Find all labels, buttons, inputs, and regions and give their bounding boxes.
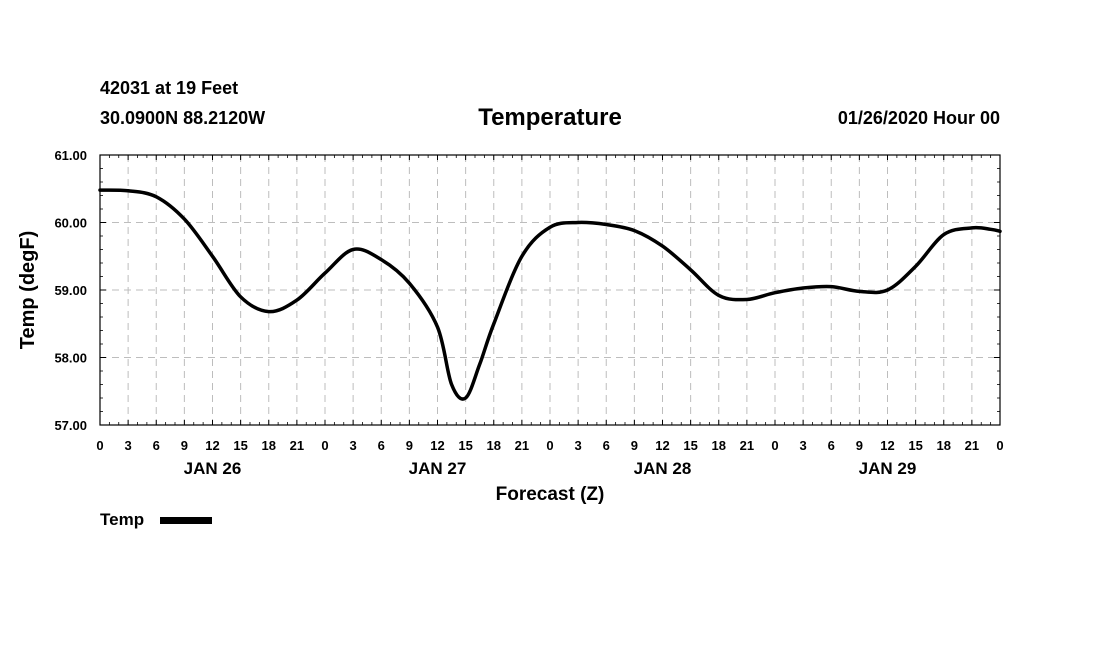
y-tick-label: 59.00 — [54, 283, 87, 298]
x-tick-label: 18 — [262, 438, 276, 453]
x-tick-label: 3 — [800, 438, 807, 453]
x-tick-label: 21 — [515, 438, 529, 453]
date-label: JAN 27 — [409, 459, 467, 478]
legend-label: Temp — [100, 510, 144, 529]
x-tick-label: 15 — [683, 438, 697, 453]
date-label: JAN 29 — [859, 459, 917, 478]
x-tick-label: 12 — [655, 438, 669, 453]
x-tick-label: 6 — [378, 438, 385, 453]
x-tick-label: 15 — [908, 438, 922, 453]
x-tick-label: 3 — [350, 438, 357, 453]
station-label: 42031 at 19 Feet — [100, 78, 238, 98]
x-tick-label: 18 — [487, 438, 501, 453]
y-tick-label: 58.00 — [54, 351, 87, 366]
location-label: 30.0900N 88.2120W — [100, 108, 265, 128]
x-tick-label: 9 — [856, 438, 863, 453]
chart-title: Temperature — [478, 104, 622, 131]
temp-series-line — [98, 188, 1002, 401]
y-tick-label: 60.00 — [54, 216, 87, 231]
x-tick-label: 0 — [546, 438, 553, 453]
x-tick-label: 18 — [937, 438, 951, 453]
x-tick-label: 6 — [153, 438, 160, 453]
x-tick-label: 9 — [406, 438, 413, 453]
x-tick-label: 0 — [996, 438, 1003, 453]
x-tick-label: 21 — [740, 438, 754, 453]
date-label: JAN 26 — [184, 459, 242, 478]
x-tick-label: 12 — [430, 438, 444, 453]
x-tick-label: 15 — [458, 438, 472, 453]
legend-swatch — [160, 517, 212, 524]
x-tick-label: 15 — [233, 438, 247, 453]
x-tick-label: 6 — [828, 438, 835, 453]
y-axis-label: Temp (degF) — [17, 231, 39, 350]
run-time-label: 01/26/2020 Hour 00 — [838, 108, 1000, 128]
axis-ticks — [99, 154, 1001, 426]
x-tick-label: 12 — [880, 438, 894, 453]
x-tick-label: 6 — [603, 438, 610, 453]
x-tick-label: 9 — [181, 438, 188, 453]
x-tick-label: 3 — [575, 438, 582, 453]
x-tick-label: 21 — [965, 438, 979, 453]
date-label: JAN 28 — [634, 459, 692, 478]
x-tick-label: 0 — [771, 438, 778, 453]
x-axis-label: Forecast (Z) — [496, 484, 605, 505]
grid-lines — [100, 155, 1000, 425]
y-tick-label: 61.00 — [54, 148, 87, 163]
x-tick-label: 12 — [205, 438, 219, 453]
y-tick-label: 57.00 — [54, 418, 87, 433]
x-tick-label: 21 — [290, 438, 304, 453]
x-tick-label: 3 — [125, 438, 132, 453]
x-tick-label: 9 — [631, 438, 638, 453]
x-tick-label: 0 — [96, 438, 103, 453]
tick-labels: 0 3 6 9 12 15 18 21 0 3 6 9 12 15 18 21 0 3 6 9 12 15 18 21 0 3 6 9… — [54, 148, 1003, 478]
x-tick-label: 18 — [712, 438, 726, 453]
x-tick-label: 0 — [321, 438, 328, 453]
